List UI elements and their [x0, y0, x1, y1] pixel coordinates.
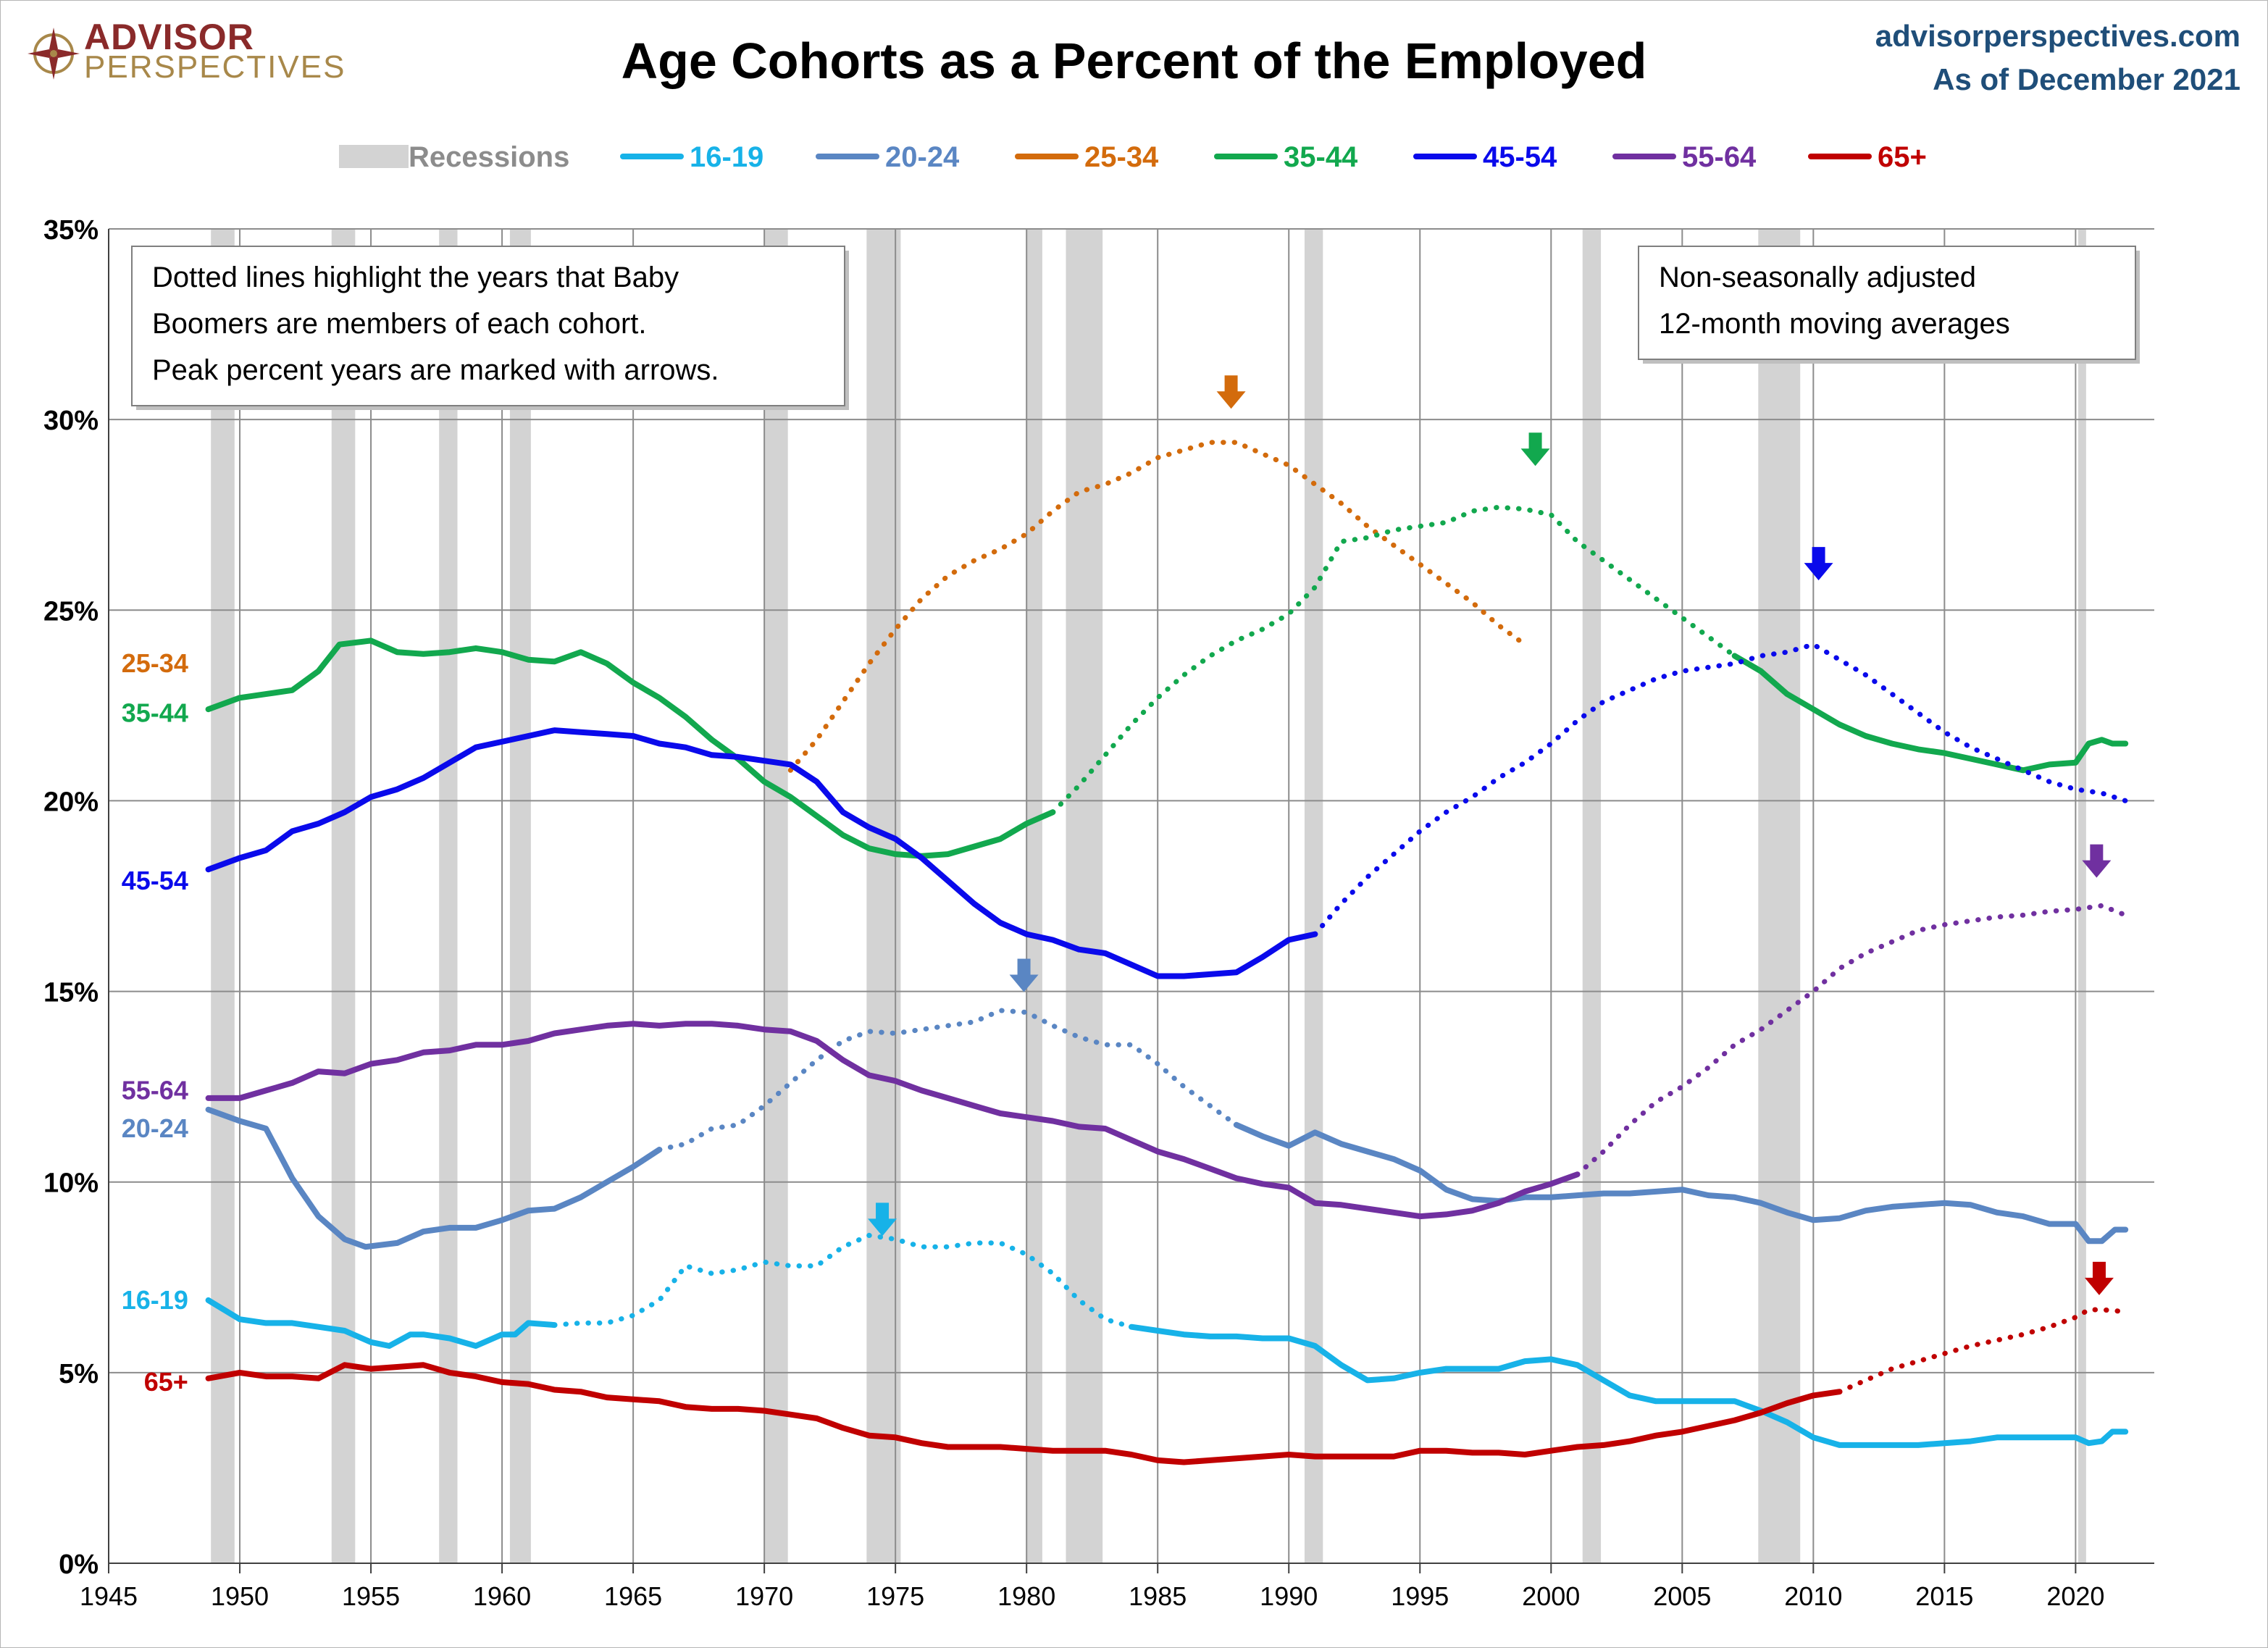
- peak-arrows: [868, 375, 2114, 1295]
- series-25-34-dotted: [787, 440, 1528, 773]
- note-left-box: [131, 246, 845, 406]
- x-tick-label: 1995: [1391, 1581, 1449, 1611]
- recession-band: [1758, 229, 1801, 1563]
- recession-band: [439, 229, 458, 1563]
- legend-label-35-44: 35-44: [1284, 141, 1358, 173]
- series-65plus-solid: [205, 1362, 1843, 1465]
- series-20-24-solid: [205, 1106, 663, 1250]
- legend-swatch-recessions: [339, 145, 409, 168]
- recession-band: [2078, 229, 2086, 1563]
- x-tick-label: 2000: [1522, 1581, 1580, 1611]
- note-right-line: Non-seasonally adjusted: [1659, 262, 1976, 293]
- as-of-date: As of December 2021: [1933, 62, 2240, 96]
- recession-band: [764, 229, 788, 1563]
- series-20-24-solid: [1233, 1121, 2129, 1245]
- series-lines: [205, 440, 2129, 1465]
- recession-band: [1304, 229, 1323, 1563]
- series-label-55-64: 55-64: [122, 1075, 188, 1105]
- x-tick-label: 2005: [1653, 1581, 1711, 1611]
- legend-label-45-54: 45-54: [1483, 141, 1557, 173]
- series-side-labels: 16-19 20-24 25-34 35-44 45-54 55-64 65+: [122, 648, 188, 1397]
- recession-band: [211, 229, 235, 1563]
- recession-band: [1582, 229, 1602, 1563]
- y-tick-label: 30%: [43, 406, 99, 436]
- recession-band: [509, 229, 531, 1563]
- compass-logo-icon: [28, 28, 80, 80]
- series-55-64-dotted: [1575, 903, 2128, 1177]
- recession-band: [1026, 229, 1042, 1563]
- legend-label-25-34: 25-34: [1084, 141, 1159, 173]
- x-tick-label: 2015: [1915, 1581, 1973, 1611]
- logo-text-perspectives: PERSPECTIVES: [84, 49, 346, 85]
- peak-arrow-25-34-icon: [1216, 375, 1246, 409]
- y-tick-label: 35%: [43, 215, 99, 246]
- series-16-19-dotted: [552, 1232, 1134, 1330]
- peak-arrow-45-54-icon: [1804, 547, 1833, 581]
- peak-arrow-20-24-icon: [1009, 958, 1039, 992]
- x-tick-label: 1990: [1260, 1581, 1318, 1611]
- y-tick-label: 25%: [43, 596, 99, 627]
- note-left-line: Dotted lines highlight the years that Ba…: [152, 262, 679, 293]
- x-tick-label: 1970: [735, 1581, 793, 1611]
- series-label-35-44: 35-44: [122, 698, 188, 727]
- legend-label-55-64: 55-64: [1682, 141, 1757, 173]
- series-label-45-54: 45-54: [122, 866, 188, 895]
- series-label-16-19: 16-19: [122, 1285, 188, 1315]
- peak-arrow-55-64-icon: [2082, 844, 2112, 878]
- x-tick-label: 1955: [342, 1581, 400, 1611]
- series-45-54-dotted: [1312, 641, 2128, 937]
- legend-label-recessions: Recessions: [409, 141, 569, 173]
- source-site[interactable]: advisorperspectives.com: [1875, 19, 2240, 53]
- legend-label-20-24: 20-24: [885, 141, 960, 173]
- y-tick-label: 10%: [43, 1168, 99, 1199]
- axes: 0% 5% 10% 15% 20% 25% 30% 35% 1945 1950 1955 1960 19…: [43, 215, 2154, 1611]
- y-tick-label: 5%: [59, 1359, 99, 1389]
- legend-label-16-19: 16-19: [690, 141, 763, 173]
- x-tick-label: 1960: [473, 1581, 531, 1611]
- notes: Dotted lines highlight the years that Ba…: [131, 246, 2140, 410]
- series-label-25-34: 25-34: [122, 648, 188, 678]
- series-45-54-solid: [205, 727, 1318, 979]
- x-tick-label: 1975: [866, 1581, 924, 1611]
- note-right-line: 12-month moving averages: [1659, 308, 2010, 340]
- series-35-44-dotted: [1050, 504, 1738, 815]
- note-left-line: Peak percent years are marked with arrow…: [152, 354, 719, 386]
- series-16-19-solid: [205, 1297, 558, 1349]
- legend: Recessions 16-19 20-24 25-34 35-44 45-54 55-64…: [339, 141, 1927, 173]
- series-20-24-dotted: [656, 1008, 1239, 1153]
- x-tick-label: 2020: [2046, 1581, 2104, 1611]
- series-55-64-solid: [205, 1021, 1581, 1220]
- logo-text-advisor: ADVISOR: [84, 17, 254, 57]
- peak-arrow-16-19-icon: [868, 1202, 897, 1237]
- y-tick-label: 0%: [59, 1549, 99, 1580]
- series-35-44-solid: [205, 637, 1056, 859]
- series-16-19-solid: [1129, 1323, 2129, 1448]
- note-right-box: [1638, 246, 2136, 360]
- y-tick-label: 15%: [43, 978, 99, 1008]
- x-tick-label: 1980: [997, 1581, 1055, 1611]
- chart-title: Age Cohorts as a Percent of the Employed: [621, 33, 1647, 89]
- recession-band: [331, 229, 356, 1563]
- series-label-20-24: 20-24: [122, 1113, 188, 1143]
- note-left-line: Boomers are members of each cohort.: [152, 308, 647, 340]
- series-label-65plus: 65+: [144, 1367, 188, 1397]
- x-tick-label: 1945: [80, 1581, 138, 1611]
- recession-bands: [211, 229, 2086, 1563]
- legend-label-65plus: 65+: [1878, 141, 1927, 173]
- series-65plus-dotted: [1837, 1307, 2128, 1394]
- series-35-44-solid: [1731, 653, 2129, 774]
- peak-arrow-65plus-icon: [2084, 1261, 2114, 1295]
- recession-band: [1066, 229, 1103, 1563]
- x-tick-label: 2010: [1784, 1581, 1842, 1611]
- x-tick-label: 1985: [1129, 1581, 1187, 1611]
- y-tick-label: 20%: [43, 787, 99, 817]
- x-tick-label: 1950: [211, 1581, 269, 1611]
- x-tick-label: 1965: [604, 1581, 662, 1611]
- peak-arrow-35-44-icon: [1520, 432, 1550, 467]
